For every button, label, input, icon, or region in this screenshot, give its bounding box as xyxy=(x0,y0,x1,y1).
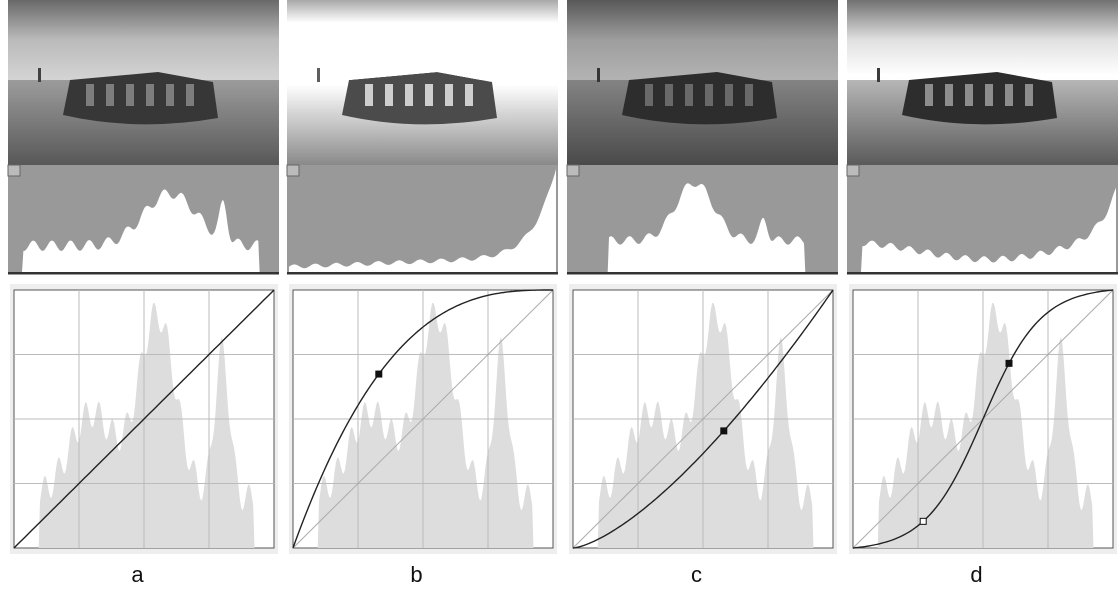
panel: d xyxy=(846,0,1118,587)
photo-rib xyxy=(665,84,673,106)
slider-handle xyxy=(566,164,580,177)
tone-curve xyxy=(852,289,1114,549)
photo-wreck xyxy=(342,72,497,125)
photo-rib xyxy=(685,84,693,106)
photo-rib xyxy=(146,84,154,106)
tone-curve xyxy=(572,289,834,549)
photo-sky xyxy=(287,0,558,80)
panel-label: c xyxy=(691,562,702,587)
panel-label: a xyxy=(131,562,144,587)
tone-curve xyxy=(13,289,275,549)
photo-rib xyxy=(365,84,373,106)
photo-wreck xyxy=(63,72,218,125)
panel: c xyxy=(566,0,838,587)
photo-rib xyxy=(86,84,94,106)
panel-label: b xyxy=(410,562,422,587)
photo-post xyxy=(38,68,41,82)
photo-rib xyxy=(405,84,413,106)
photo-rib xyxy=(985,84,993,106)
photo-rib xyxy=(425,84,433,106)
photo-rib xyxy=(445,84,453,106)
photo-sky xyxy=(8,0,279,80)
histogram xyxy=(10,189,277,272)
curve-point xyxy=(1005,359,1013,367)
photo-rib xyxy=(385,84,393,106)
photo-rib xyxy=(166,84,174,106)
photo-wreck xyxy=(622,72,777,125)
histogram xyxy=(289,169,556,272)
photo xyxy=(847,0,1118,165)
histogram xyxy=(849,187,1116,272)
curve-point xyxy=(375,370,383,378)
photo-rib xyxy=(925,84,933,106)
photo-rib xyxy=(705,84,713,106)
photo-rib xyxy=(465,84,473,106)
curve-point xyxy=(720,427,728,435)
histogram xyxy=(569,183,836,272)
photo-rib xyxy=(186,84,194,106)
photo-rib xyxy=(106,84,114,106)
photo xyxy=(567,0,838,165)
slider-handle xyxy=(846,164,860,177)
photo-rib xyxy=(745,84,753,106)
photo-sky xyxy=(847,0,1118,80)
photo-rib xyxy=(645,84,653,106)
photo xyxy=(287,0,558,165)
panel-label: d xyxy=(970,562,982,587)
slider-handle xyxy=(7,164,21,177)
photo xyxy=(8,0,279,165)
photo-rib xyxy=(965,84,973,106)
photo-rib xyxy=(945,84,953,106)
photo-rib xyxy=(1025,84,1033,106)
photo-rib xyxy=(725,84,733,106)
photo-post xyxy=(317,68,320,82)
photo-post xyxy=(877,68,880,82)
reference-diagonal xyxy=(292,289,554,549)
photo-rib xyxy=(1005,84,1013,106)
slider-handle xyxy=(286,164,300,177)
photo-rib xyxy=(126,84,134,106)
photo-sky xyxy=(567,0,838,80)
photo-wreck xyxy=(902,72,1057,125)
reference-diagonal xyxy=(572,289,834,549)
photo-post xyxy=(597,68,600,82)
panel: a xyxy=(7,0,279,587)
curve-point xyxy=(919,517,927,525)
panel: b xyxy=(286,0,558,587)
tone-curve xyxy=(292,289,553,549)
